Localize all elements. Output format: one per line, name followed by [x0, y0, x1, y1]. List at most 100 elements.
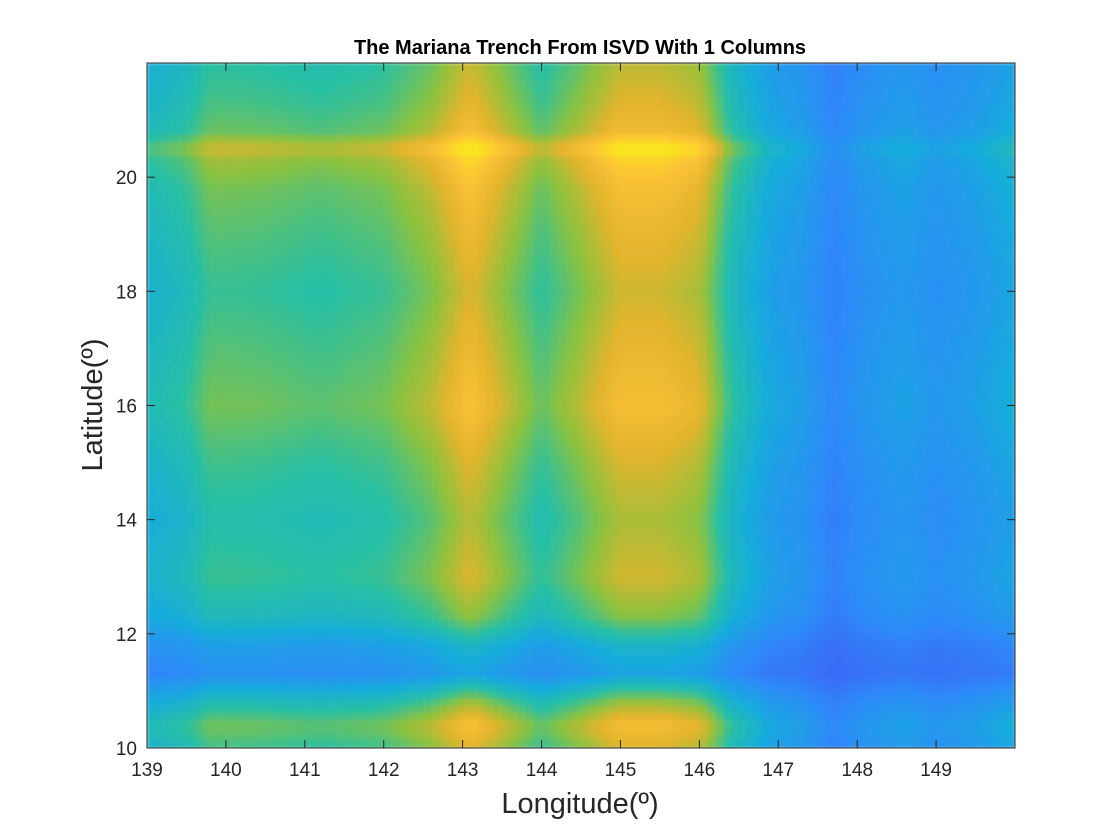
heatmap-cell	[730, 491, 740, 499]
heatmap-cell	[644, 605, 653, 614]
heatmap-cell	[967, 605, 977, 614]
heatmap-cell	[833, 676, 842, 685]
heatmap-cell	[691, 719, 700, 728]
heatmap-cell	[249, 733, 259, 742]
heatmap-cell	[509, 683, 519, 692]
heatmap-cell	[431, 533, 440, 542]
heatmap-cell	[999, 476, 1008, 485]
heatmap-cell	[431, 469, 440, 478]
heatmap-cell	[659, 526, 669, 535]
heatmap-cell	[470, 740, 480, 748]
heatmap-cell	[912, 462, 921, 471]
heatmap-cell	[423, 505, 432, 514]
heatmap-cell	[857, 583, 866, 592]
heatmap-cell	[975, 662, 985, 671]
heatmap-cell	[533, 640, 543, 649]
heatmap-cell	[478, 476, 487, 485]
heatmap-cell	[517, 469, 527, 478]
heatmap-cell	[604, 469, 614, 478]
heatmap-cell	[715, 562, 724, 571]
heatmap-cell	[786, 448, 795, 457]
heatmap-cell	[959, 541, 969, 549]
heatmap-cell	[336, 683, 345, 692]
heatmap-cell	[478, 555, 487, 564]
heatmap-cell	[715, 633, 724, 642]
heatmap-cell	[841, 598, 850, 606]
heatmap-cell	[817, 483, 827, 492]
heatmap-cell	[494, 683, 503, 692]
heatmap-cell	[273, 548, 282, 556]
heatmap-cell	[470, 519, 480, 528]
heatmap-cell	[573, 576, 582, 585]
heatmap-cell	[967, 533, 977, 542]
heatmap-cell	[778, 719, 787, 728]
heatmap-cell	[920, 483, 929, 492]
heatmap-cell	[462, 655, 472, 663]
heatmap-cell	[809, 726, 819, 735]
heatmap-cell	[912, 519, 921, 528]
heatmap-cell	[581, 705, 590, 713]
heatmap-cell	[241, 626, 251, 635]
heatmap-cell	[809, 583, 819, 592]
heatmap-cell	[344, 491, 353, 499]
heatmap-cell	[454, 705, 464, 713]
heatmap-cell	[296, 633, 306, 642]
heatmap-cell	[652, 633, 661, 642]
heatmap-cell	[936, 455, 945, 464]
heatmap-cell	[549, 705, 558, 713]
heatmap-cell	[352, 426, 361, 435]
heatmap-cell	[431, 726, 440, 735]
heatmap-cell	[454, 441, 464, 449]
heatmap-cell	[588, 676, 598, 685]
heatmap-cell	[723, 569, 732, 578]
heatmap-cell	[170, 526, 180, 535]
heatmap-cell	[636, 448, 645, 457]
heatmap-cell	[857, 712, 866, 721]
heatmap-cell	[557, 598, 566, 606]
heatmap-cell	[218, 712, 227, 721]
heatmap-cell	[470, 676, 480, 685]
heatmap-cell	[659, 576, 669, 585]
heatmap-cell	[154, 569, 164, 578]
heatmap-cell	[817, 740, 827, 748]
heatmap-cell	[478, 683, 487, 692]
heatmap-cell	[699, 548, 708, 556]
heatmap-cell	[636, 698, 645, 706]
heatmap-cell	[659, 662, 669, 671]
heatmap-cell	[983, 626, 992, 635]
heatmap-cell	[533, 591, 543, 599]
heatmap-cell	[936, 726, 945, 735]
heatmap-cell	[746, 676, 756, 685]
heatmap-cell	[186, 555, 195, 564]
heatmap-cell	[541, 562, 551, 571]
heatmap-cell	[502, 462, 511, 471]
heatmap-cell	[391, 640, 401, 649]
heatmap-cell	[959, 740, 969, 748]
heatmap-cell	[888, 555, 898, 564]
heatmap-cell	[438, 426, 448, 435]
heatmap-cell	[636, 726, 645, 735]
heatmap-cell	[194, 712, 203, 721]
heatmap-cell	[857, 698, 866, 706]
heatmap-cell	[880, 462, 890, 471]
heatmap-cell	[344, 591, 353, 599]
heatmap-cell	[699, 655, 708, 663]
heatmap-cell	[186, 591, 195, 599]
heatmap-cell	[880, 448, 890, 457]
heatmap-cell	[573, 562, 582, 571]
heatmap-cell	[273, 569, 282, 578]
heatmap-cell	[841, 705, 850, 713]
heatmap-cell	[328, 526, 337, 535]
heatmap-cell	[320, 476, 330, 485]
heatmap-cell	[336, 441, 345, 449]
heatmap-cell	[525, 612, 535, 621]
heatmap-cell	[667, 448, 677, 457]
heatmap-cell	[667, 512, 677, 521]
heatmap-cell	[778, 505, 787, 514]
heatmap-cell	[494, 526, 503, 535]
heatmap-cell	[517, 462, 527, 471]
heatmap-cell	[533, 505, 543, 514]
heatmap-cell	[265, 569, 274, 578]
heatmap-cell	[999, 605, 1008, 614]
